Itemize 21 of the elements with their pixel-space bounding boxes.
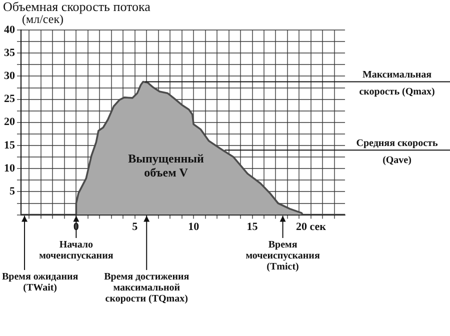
- y-tick-label: 40: [4, 24, 16, 36]
- y-tick-label: 30: [4, 70, 16, 82]
- annotation: Время ожидания (TWait): [2, 272, 79, 294]
- y-tick-label: 5: [10, 186, 16, 198]
- chart-title: Объемная скорость потока: [3, 0, 150, 14]
- y-tick-label: 10: [4, 162, 16, 174]
- annotation: Время достижения максимальной скорости (TQmax): [104, 272, 190, 305]
- ref-line-label: Средняя скорость (Qave): [356, 138, 438, 166]
- x-tick-label: 15: [246, 221, 258, 234]
- y-tick-label: 15: [4, 139, 16, 152]
- y-tick-label: 25: [4, 93, 16, 106]
- ref-line-label: Максимальная скорость (Qmax): [359, 70, 435, 98]
- y-axis-title: (мл/сек): [22, 12, 64, 26]
- annotation: Начало мочеиспускания: [39, 240, 114, 262]
- y-tick-label: 20: [4, 116, 16, 128]
- y-tick-label: 35: [4, 46, 16, 59]
- x-tick-label: 20 сек: [296, 221, 327, 234]
- annotation: Выпущенный объем V: [128, 152, 204, 180]
- annotation: Время мочеиспускания (Tmict): [246, 240, 320, 273]
- x-tick-label: 10: [188, 221, 200, 234]
- x-tick-label: 5: [132, 221, 138, 234]
